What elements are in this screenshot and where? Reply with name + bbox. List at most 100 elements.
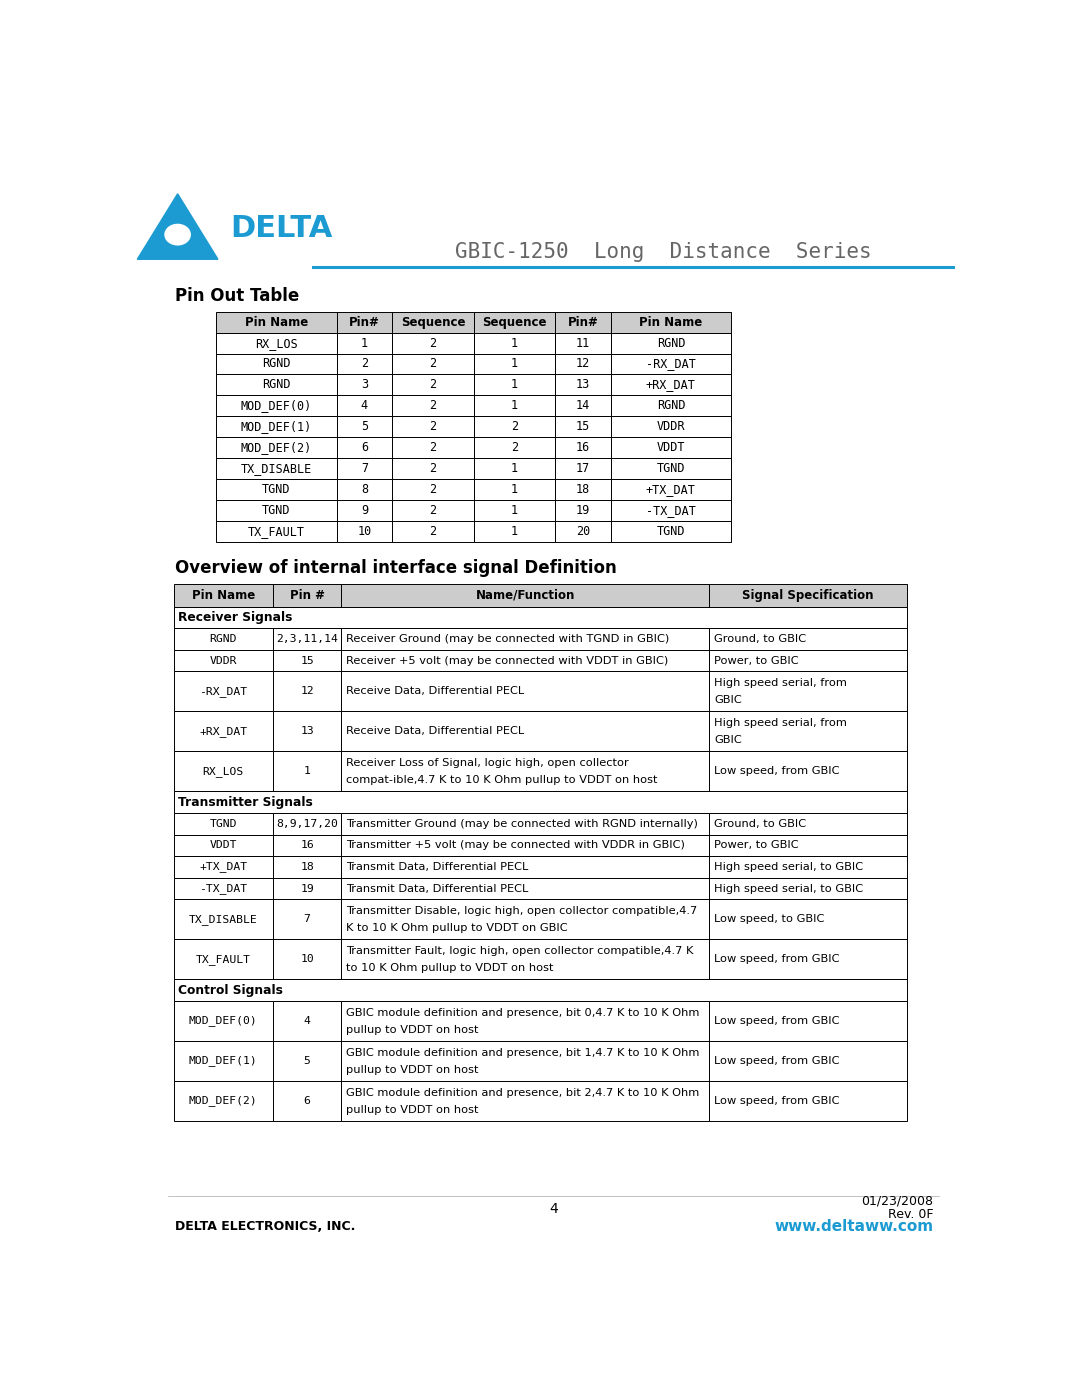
FancyBboxPatch shape xyxy=(341,939,710,979)
Text: Power, to GBIC: Power, to GBIC xyxy=(714,655,798,665)
FancyBboxPatch shape xyxy=(337,416,392,437)
Text: MOD_DEF(0): MOD_DEF(0) xyxy=(189,1016,258,1027)
FancyBboxPatch shape xyxy=(710,752,907,792)
FancyBboxPatch shape xyxy=(555,353,611,374)
FancyBboxPatch shape xyxy=(174,629,273,650)
Text: 4: 4 xyxy=(303,1016,310,1025)
FancyBboxPatch shape xyxy=(555,332,611,353)
Text: -RX_DAT: -RX_DAT xyxy=(646,358,696,370)
FancyBboxPatch shape xyxy=(474,312,555,332)
Text: pullup to VDDT on host: pullup to VDDT on host xyxy=(346,1025,478,1035)
Text: DELTA ELECTRONICS, INC.: DELTA ELECTRONICS, INC. xyxy=(175,1220,355,1234)
FancyBboxPatch shape xyxy=(555,416,611,437)
Text: pullup to VDDT on host: pullup to VDDT on host xyxy=(346,1105,478,1115)
Text: 2: 2 xyxy=(430,525,436,538)
Text: 1: 1 xyxy=(511,379,518,391)
Text: Receive Data, Differential PECL: Receive Data, Differential PECL xyxy=(346,686,524,696)
Text: RGND: RGND xyxy=(657,400,685,412)
Text: 6: 6 xyxy=(361,441,368,454)
Text: www.deltaww.com: www.deltaww.com xyxy=(774,1220,933,1234)
Text: MOD_DEF(2): MOD_DEF(2) xyxy=(189,1095,258,1106)
Text: High speed serial, from: High speed serial, from xyxy=(714,679,847,689)
FancyBboxPatch shape xyxy=(710,1081,907,1120)
Text: 8: 8 xyxy=(361,483,368,496)
Text: 14: 14 xyxy=(576,400,590,412)
Text: 8,9,17,20: 8,9,17,20 xyxy=(276,819,338,828)
FancyBboxPatch shape xyxy=(474,500,555,521)
FancyBboxPatch shape xyxy=(555,458,611,479)
FancyBboxPatch shape xyxy=(174,672,273,711)
Text: TX_DISABLE: TX_DISABLE xyxy=(241,462,312,475)
Text: 2: 2 xyxy=(511,441,518,454)
FancyBboxPatch shape xyxy=(273,1041,341,1081)
Text: 2: 2 xyxy=(430,441,436,454)
Text: VDDT: VDDT xyxy=(210,841,238,851)
FancyBboxPatch shape xyxy=(216,500,337,521)
FancyBboxPatch shape xyxy=(611,521,731,542)
FancyBboxPatch shape xyxy=(392,312,474,332)
Text: 9: 9 xyxy=(361,504,368,517)
Text: 1: 1 xyxy=(511,358,518,370)
Text: 2: 2 xyxy=(361,358,368,370)
Text: 2: 2 xyxy=(430,379,436,391)
Text: Receiver Loss of Signal, logic high, open collector: Receiver Loss of Signal, logic high, ope… xyxy=(346,759,629,768)
FancyBboxPatch shape xyxy=(392,521,474,542)
FancyBboxPatch shape xyxy=(474,353,555,374)
Text: GBIC: GBIC xyxy=(714,735,742,745)
Text: 12: 12 xyxy=(576,358,590,370)
FancyBboxPatch shape xyxy=(611,395,731,416)
Text: 18: 18 xyxy=(300,862,314,872)
Text: 5: 5 xyxy=(361,420,368,433)
Ellipse shape xyxy=(163,222,192,247)
FancyBboxPatch shape xyxy=(273,1000,341,1041)
FancyBboxPatch shape xyxy=(474,395,555,416)
FancyBboxPatch shape xyxy=(555,479,611,500)
FancyBboxPatch shape xyxy=(174,1081,273,1120)
Text: 2: 2 xyxy=(511,420,518,433)
Text: GBIC-1250  Long  Distance  Series: GBIC-1250 Long Distance Series xyxy=(455,242,872,261)
Text: Low speed, from GBIC: Low speed, from GBIC xyxy=(714,1097,839,1106)
Text: Control Signals: Control Signals xyxy=(178,983,283,996)
Text: MOD_DEF(1): MOD_DEF(1) xyxy=(241,420,312,433)
Text: -RX_DAT: -RX_DAT xyxy=(200,686,247,697)
FancyBboxPatch shape xyxy=(216,312,337,332)
FancyBboxPatch shape xyxy=(710,939,907,979)
Text: 01/23/2008: 01/23/2008 xyxy=(861,1194,933,1207)
Text: 10: 10 xyxy=(357,525,372,538)
FancyBboxPatch shape xyxy=(273,900,341,939)
FancyBboxPatch shape xyxy=(611,332,731,353)
FancyBboxPatch shape xyxy=(392,479,474,500)
Text: 1: 1 xyxy=(511,462,518,475)
Text: Overview of internal interface signal Definition: Overview of internal interface signal De… xyxy=(175,559,617,577)
FancyBboxPatch shape xyxy=(174,650,273,672)
Text: 6: 6 xyxy=(303,1097,310,1106)
FancyBboxPatch shape xyxy=(341,856,710,877)
FancyBboxPatch shape xyxy=(341,711,710,752)
FancyBboxPatch shape xyxy=(474,479,555,500)
Polygon shape xyxy=(137,194,218,260)
FancyBboxPatch shape xyxy=(174,834,273,856)
Text: 1: 1 xyxy=(511,400,518,412)
FancyBboxPatch shape xyxy=(710,1041,907,1081)
Text: 2: 2 xyxy=(430,504,436,517)
Text: TGND: TGND xyxy=(657,525,685,538)
Text: MOD_DEF(2): MOD_DEF(2) xyxy=(241,441,312,454)
FancyBboxPatch shape xyxy=(341,834,710,856)
Text: 2: 2 xyxy=(430,483,436,496)
FancyBboxPatch shape xyxy=(273,877,341,900)
FancyBboxPatch shape xyxy=(273,650,341,672)
FancyBboxPatch shape xyxy=(474,416,555,437)
Text: RX_LOS: RX_LOS xyxy=(203,766,244,777)
FancyBboxPatch shape xyxy=(555,312,611,332)
Text: 2: 2 xyxy=(430,337,436,349)
FancyBboxPatch shape xyxy=(174,900,273,939)
Text: 16: 16 xyxy=(300,841,314,851)
Text: 15: 15 xyxy=(300,655,314,665)
Text: TX_DISABLE: TX_DISABLE xyxy=(189,914,258,925)
FancyBboxPatch shape xyxy=(555,521,611,542)
Text: +RX_DAT: +RX_DAT xyxy=(646,379,696,391)
FancyBboxPatch shape xyxy=(216,353,337,374)
FancyBboxPatch shape xyxy=(174,813,273,834)
Text: Receiver +5 volt (may be connected with VDDT in GBIC): Receiver +5 volt (may be connected with … xyxy=(346,655,669,665)
Text: High speed serial, to GBIC: High speed serial, to GBIC xyxy=(714,883,863,894)
